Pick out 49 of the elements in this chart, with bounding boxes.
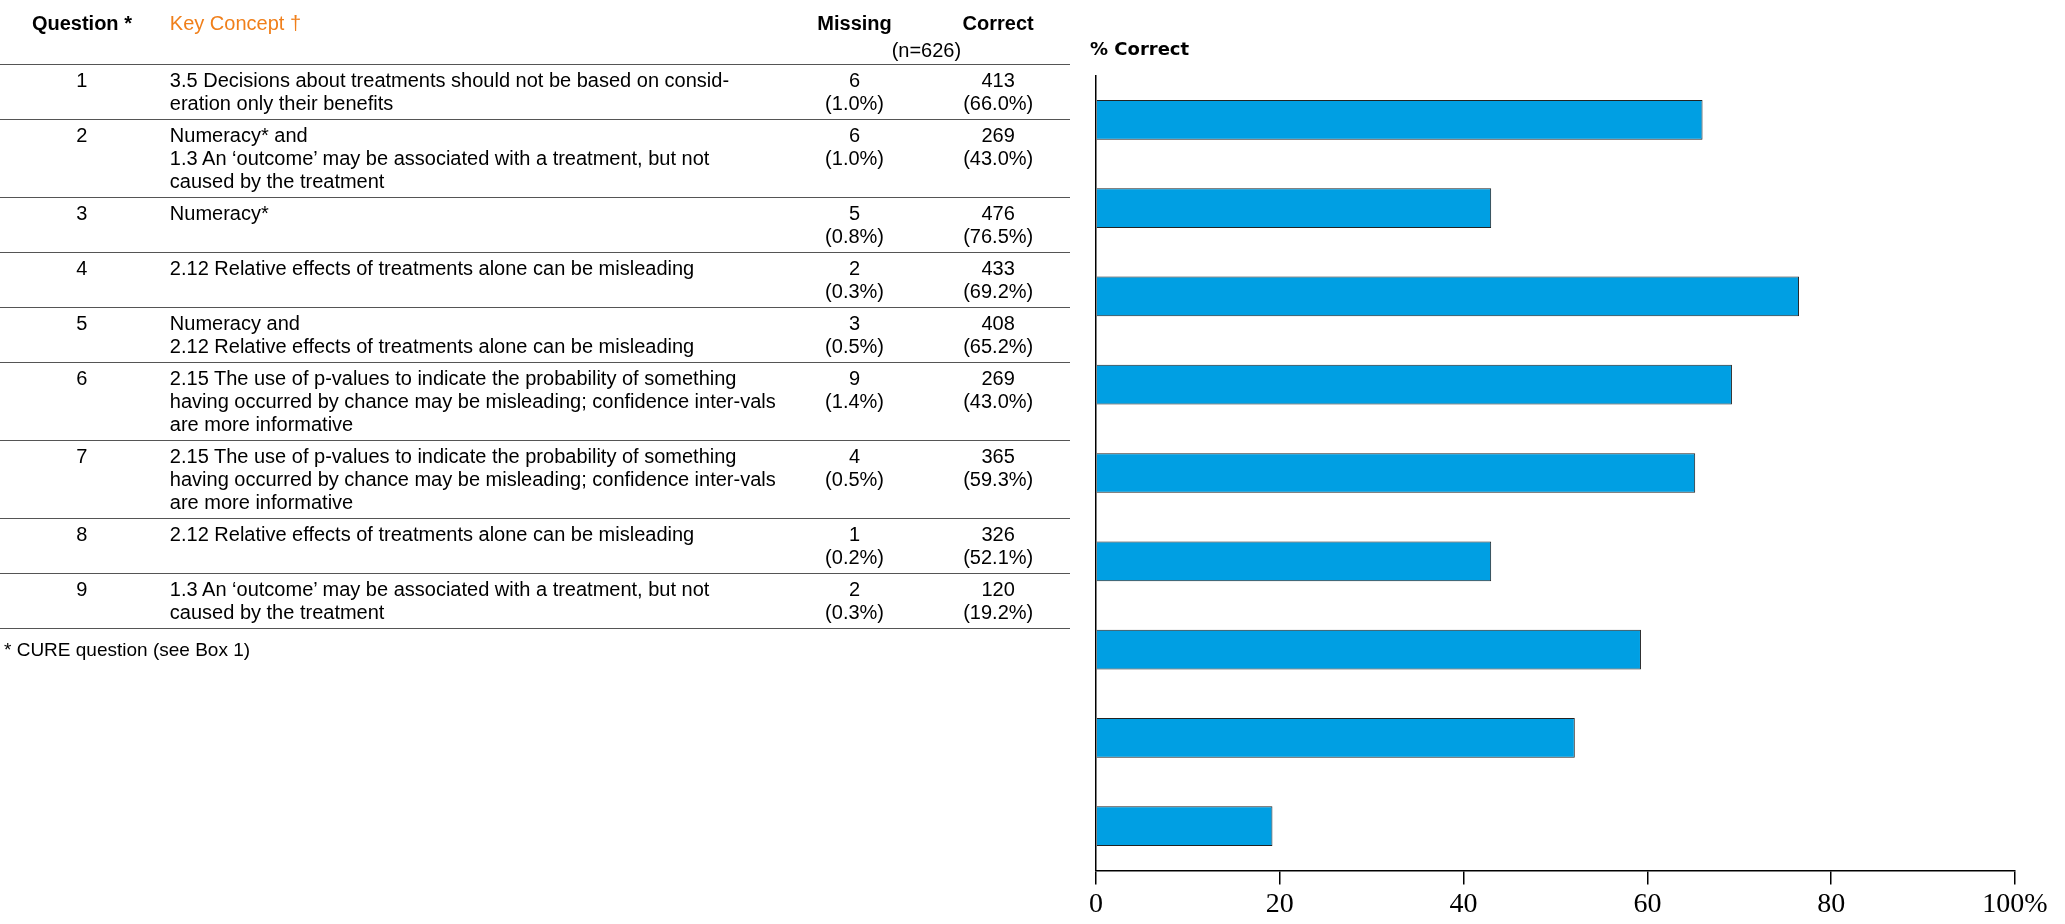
text: 1.3 An ‘outcome’ may be associated with a treatment, but not caused by the treatment xyxy=(163,573,783,629)
text: Missing xyxy=(816,11,893,36)
text: 6 (1.0%) xyxy=(782,119,927,198)
text: Question * xyxy=(30,11,133,36)
text: 2 (0.3%) xyxy=(782,252,927,308)
text: * CURE question (see Box 1) xyxy=(3,639,252,661)
text: 5 xyxy=(0,307,164,363)
text: 6 xyxy=(0,362,164,441)
x-tick-label: 80 xyxy=(1817,886,1846,918)
text: 326 (52.1%) xyxy=(926,518,1070,574)
text: 5 (0.8%) xyxy=(782,197,927,253)
text: 269 (43.0%) xyxy=(926,362,1070,441)
x-tick-label: 100% xyxy=(1982,886,2048,918)
text: 2.12 Relative effects of treatments alone can be misleading xyxy=(163,518,783,574)
text: 269 (43.0%) xyxy=(926,119,1070,198)
x-tick-label: 0 xyxy=(1089,886,1103,918)
text: (n=626) xyxy=(782,39,1070,65)
text: 1 (0.2%) xyxy=(782,518,927,574)
x-tick-label: 20 xyxy=(1265,886,1294,918)
text: Numeracy and 2.12 Relative effects of treatments alone can be misleading xyxy=(163,307,783,363)
text: 476 (76.5%) xyxy=(926,197,1070,253)
text: 2 (0.3%) xyxy=(782,573,927,629)
text: 2.15 The use of p-values to indicate the probability of something having occurred by chance may be misleading; confidence inter-vals are more informative xyxy=(163,362,783,441)
text: 8 xyxy=(0,518,164,574)
text: 6 (1.0%) xyxy=(782,64,927,120)
text: 7 xyxy=(0,440,164,519)
text: 408 (65.2%) xyxy=(926,307,1070,363)
x-tick-label: 40 xyxy=(1449,886,1478,918)
text: 413 (66.0%) xyxy=(926,64,1070,120)
text: 365 (59.3%) xyxy=(926,440,1070,519)
text: 2.15 The use of p-values to indicate the probability of something having occurred by chance may be misleading; confidence inter-vals are more informative xyxy=(163,440,783,519)
text: 3 (0.5%) xyxy=(782,307,927,363)
text: 2 xyxy=(0,119,164,198)
text: 433 (69.2%) xyxy=(926,252,1070,308)
text: Numeracy* xyxy=(163,197,783,253)
text: 4 (0.5%) xyxy=(782,440,927,519)
text: 2.12 Relative effects of treatments alone can be misleading xyxy=(163,252,783,308)
text: Key Concept † xyxy=(168,11,303,36)
text: 1 xyxy=(0,64,164,120)
text: 3.5 Decisions about treatments should not be based on consid-eration only their benefits xyxy=(163,64,783,120)
text: 120 (19.2%) xyxy=(926,573,1070,629)
x-tick-label: 60 xyxy=(1633,886,1662,918)
chart-title: % Correct xyxy=(1090,38,1190,60)
text: 9 xyxy=(0,573,164,629)
text: Numeracy* and 1.3 An ‘outcome’ may be associated with a treatment, but not caused by the treatment xyxy=(163,119,783,198)
text: 4 xyxy=(0,252,164,308)
text: 3 xyxy=(0,197,164,253)
text: Correct xyxy=(961,11,1035,36)
text: 9 (1.4%) xyxy=(782,362,927,441)
